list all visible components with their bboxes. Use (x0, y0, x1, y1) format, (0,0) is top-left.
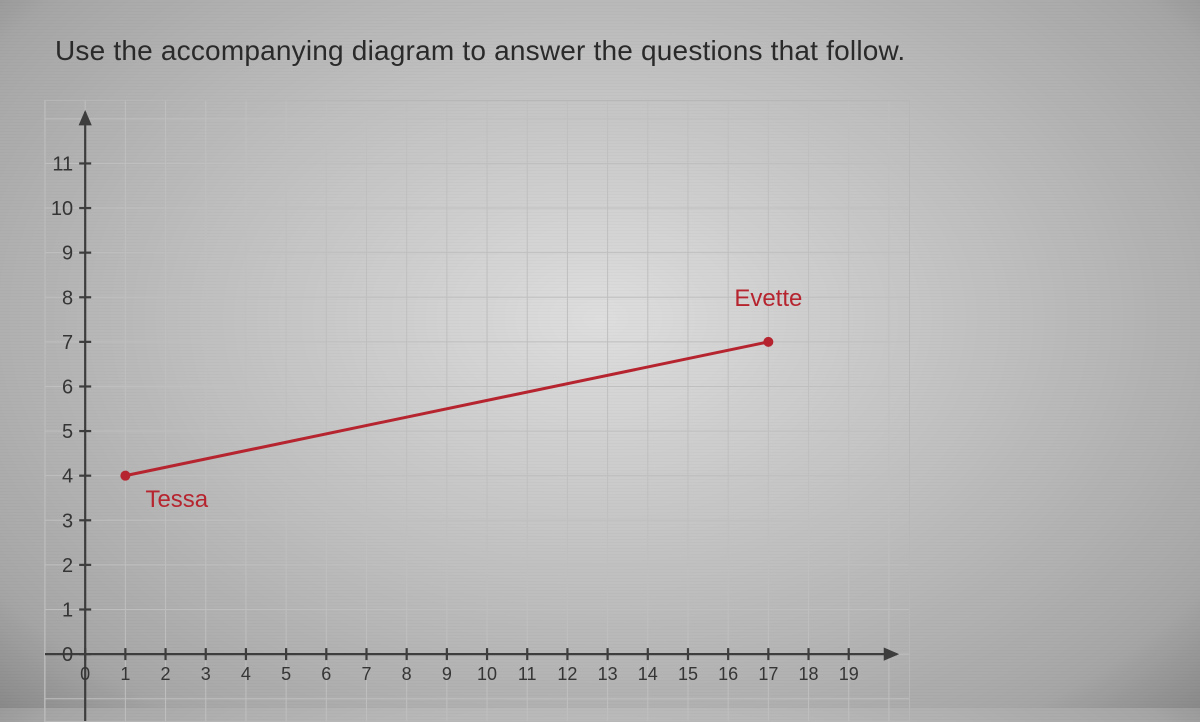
chart-svg: 0123456789101112131415161718190123456789… (45, 101, 909, 721)
y-tick-label: 2 (62, 555, 73, 577)
x-tick-label: 8 (402, 664, 412, 684)
x-tick-label: 14 (638, 664, 658, 684)
y-tick-label: 9 (62, 243, 73, 265)
x-tick-label: 9 (442, 664, 452, 684)
x-tick-label: 18 (799, 664, 819, 684)
series-point (120, 471, 130, 481)
y-tick-label: 5 (62, 421, 73, 443)
x-tick-label: 3 (201, 664, 211, 684)
x-tick-label: 0 (80, 664, 90, 684)
x-tick-label: 11 (518, 664, 537, 684)
y-tick-label: 11 (52, 153, 73, 175)
annotation-evette: Evette (734, 285, 802, 312)
x-tick-label: 15 (678, 664, 698, 684)
x-tick-label: 5 (281, 664, 291, 684)
y-tick-label: 10 (51, 198, 73, 220)
x-tick-label: 17 (758, 664, 778, 684)
y-tick-label: 7 (62, 332, 73, 354)
series-point (763, 337, 773, 347)
y-tick-label: 1 (62, 599, 73, 621)
x-tick-label: 19 (839, 664, 859, 684)
chart-container: 0123456789101112131415161718190123456789… (44, 100, 910, 722)
x-tick-label: 16 (718, 664, 738, 684)
y-tick-label: 4 (62, 466, 73, 488)
x-tick-label: 7 (361, 664, 371, 684)
x-tick-label: 4 (241, 664, 251, 684)
x-tick-label: 10 (477, 664, 497, 684)
prompt-text: Use the accompanying diagram to answer t… (55, 35, 905, 67)
annotation-tessa: Tessa (145, 486, 208, 513)
x-tick-label: 12 (557, 664, 577, 684)
x-tick-label: 1 (120, 664, 130, 684)
x-tick-label: 6 (321, 664, 331, 684)
y-tick-label: 6 (62, 376, 73, 398)
y-tick-label: 0 (62, 644, 73, 666)
x-tick-label: 13 (598, 664, 618, 684)
x-tick-label: 2 (161, 664, 171, 684)
y-tick-label: 8 (62, 287, 73, 309)
prompt-text-content: Use the accompanying diagram to answer t… (55, 35, 905, 66)
y-tick-label: 3 (62, 510, 73, 532)
